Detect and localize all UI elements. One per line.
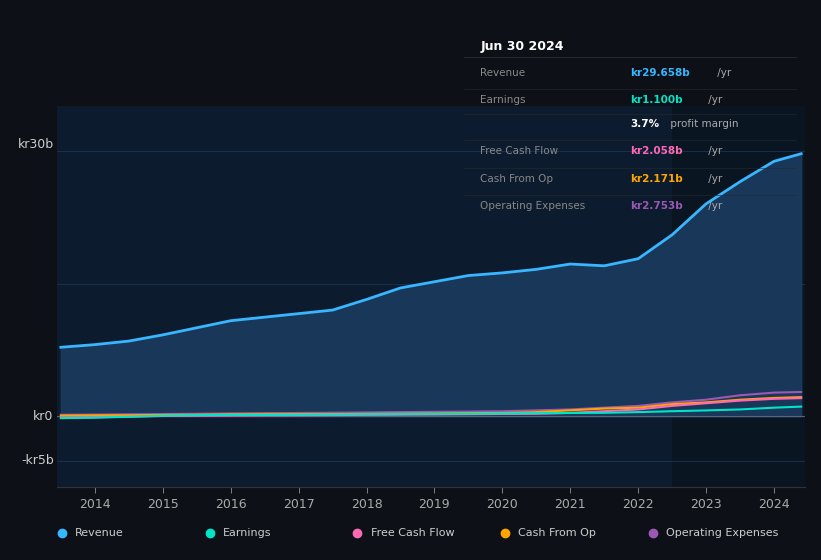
Text: 3.7%: 3.7% xyxy=(631,119,659,129)
Text: Operating Expenses: Operating Expenses xyxy=(666,529,778,538)
Text: kr30b: kr30b xyxy=(17,138,53,151)
Text: kr2.753b: kr2.753b xyxy=(631,202,683,211)
Text: /yr: /yr xyxy=(704,146,722,156)
Bar xyxy=(672,106,811,487)
Text: kr0: kr0 xyxy=(34,410,53,423)
Text: /yr: /yr xyxy=(704,95,722,105)
Text: kr29.658b: kr29.658b xyxy=(631,68,690,78)
Text: kr2.058b: kr2.058b xyxy=(631,146,683,156)
Text: /yr: /yr xyxy=(704,202,722,211)
Text: kr1.100b: kr1.100b xyxy=(631,95,683,105)
Text: Free Cash Flow: Free Cash Flow xyxy=(370,529,454,538)
Text: Revenue: Revenue xyxy=(75,529,124,538)
Text: Revenue: Revenue xyxy=(480,68,525,78)
Text: Operating Expenses: Operating Expenses xyxy=(480,202,585,211)
Text: Earnings: Earnings xyxy=(222,529,271,538)
Text: kr2.171b: kr2.171b xyxy=(631,174,683,184)
Text: /yr: /yr xyxy=(714,68,732,78)
Text: profit margin: profit margin xyxy=(667,119,739,129)
Text: -kr5b: -kr5b xyxy=(21,454,53,467)
Text: Cash From Op: Cash From Op xyxy=(480,174,553,184)
Text: Earnings: Earnings xyxy=(480,95,526,105)
Text: Jun 30 2024: Jun 30 2024 xyxy=(480,40,564,53)
Text: Free Cash Flow: Free Cash Flow xyxy=(480,146,558,156)
Text: Cash From Op: Cash From Op xyxy=(518,529,596,538)
Text: /yr: /yr xyxy=(704,174,722,184)
